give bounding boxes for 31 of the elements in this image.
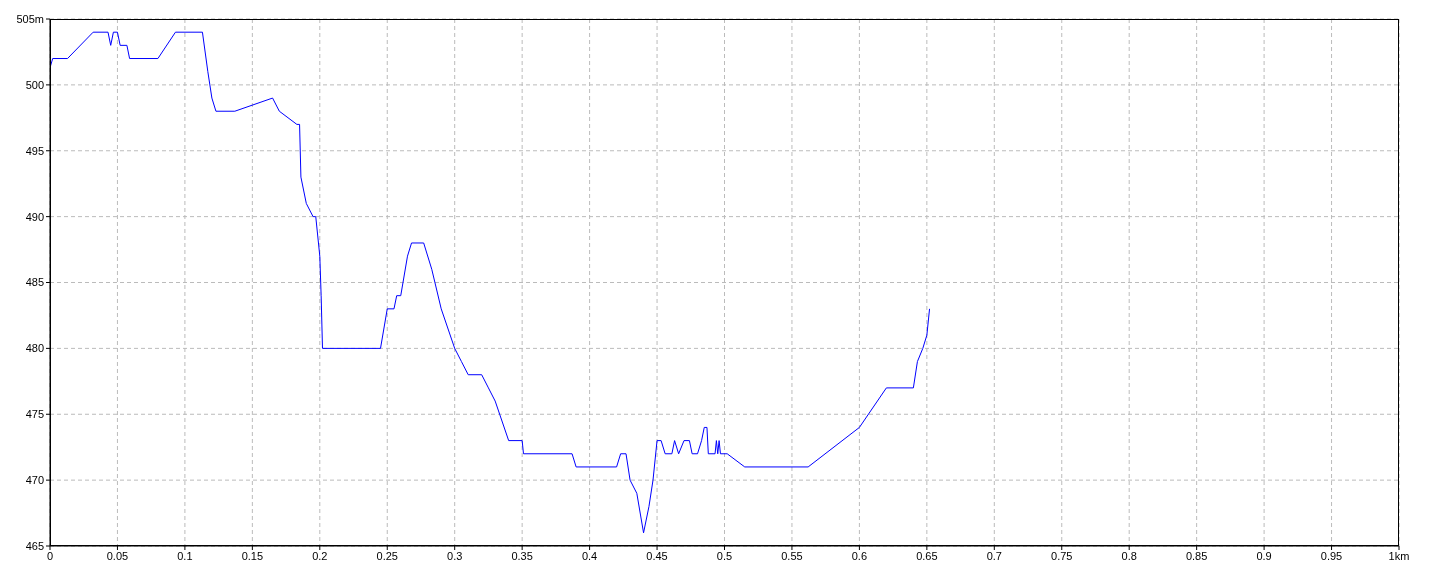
y-tick-label: 485 (25, 276, 44, 289)
x-tick-label: 0.35 (511, 549, 533, 562)
x-tick-label: 0.8 (1121, 549, 1137, 562)
x-tick-label: 0.7 (986, 549, 1002, 562)
y-tick-label: 495 (25, 144, 44, 157)
y-tick-label: 480 (25, 342, 44, 355)
y-tick-label: 465 (25, 539, 44, 552)
x-tick-label: 0.6 (851, 549, 868, 562)
x-tick-label: 0.4 (581, 549, 598, 562)
x-tick-label: 0.95 (1320, 549, 1343, 562)
x-tick-label: 0.75 (1051, 549, 1073, 562)
y-tick-label: 500 (25, 78, 44, 91)
x-tick-label: 0.55 (781, 549, 803, 562)
x-tick-label: 0.1 (177, 549, 193, 562)
y-tick-label: 490 (25, 210, 44, 223)
x-tick-label: 1km (1388, 549, 1410, 562)
x-tick-label: 0.65 (916, 549, 938, 562)
x-tick-label: 0.05 (106, 549, 129, 562)
x-tick-label: 0.9 (1256, 549, 1272, 562)
x-tick-label: 0.3 (447, 549, 463, 562)
y-tick-label: 470 (25, 474, 44, 487)
line-series (50, 31, 931, 534)
y-tick-label: 505m (16, 12, 44, 25)
x-tick-label: 0 (46, 549, 54, 562)
x-tick-label: 0.85 (1185, 549, 1208, 562)
x-tick-label: 0.15 (241, 549, 264, 562)
x-tick-label: 0.45 (646, 549, 668, 562)
x-tick-label: 0.25 (376, 549, 398, 562)
y-tick-label: 475 (25, 408, 44, 421)
x-tick-label: 0.5 (716, 549, 733, 562)
x-tick-label: 0.2 (312, 549, 328, 562)
